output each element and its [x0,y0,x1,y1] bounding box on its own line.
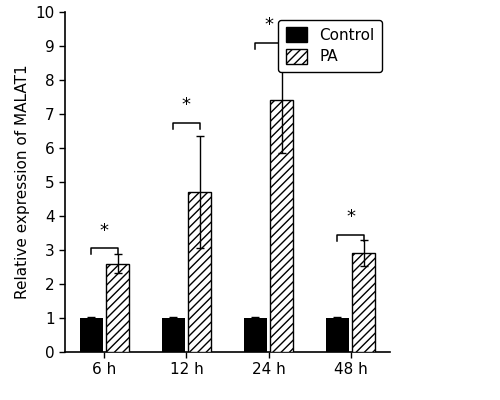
Text: *: * [100,222,109,240]
Bar [244,318,267,352]
Bar [326,318,349,352]
Bar [188,192,211,352]
Bar [162,318,185,352]
Text: *: * [182,96,191,114]
Text: *: * [264,16,273,34]
Text: *: * [346,208,355,226]
Bar [352,254,375,352]
Y-axis label: Relative expression of MALAT1: Relative expression of MALAT1 [15,65,30,299]
Bar [106,264,129,352]
Bar [80,318,103,352]
Legend: Control, PA: Control, PA [278,20,382,72]
Bar [270,100,293,352]
